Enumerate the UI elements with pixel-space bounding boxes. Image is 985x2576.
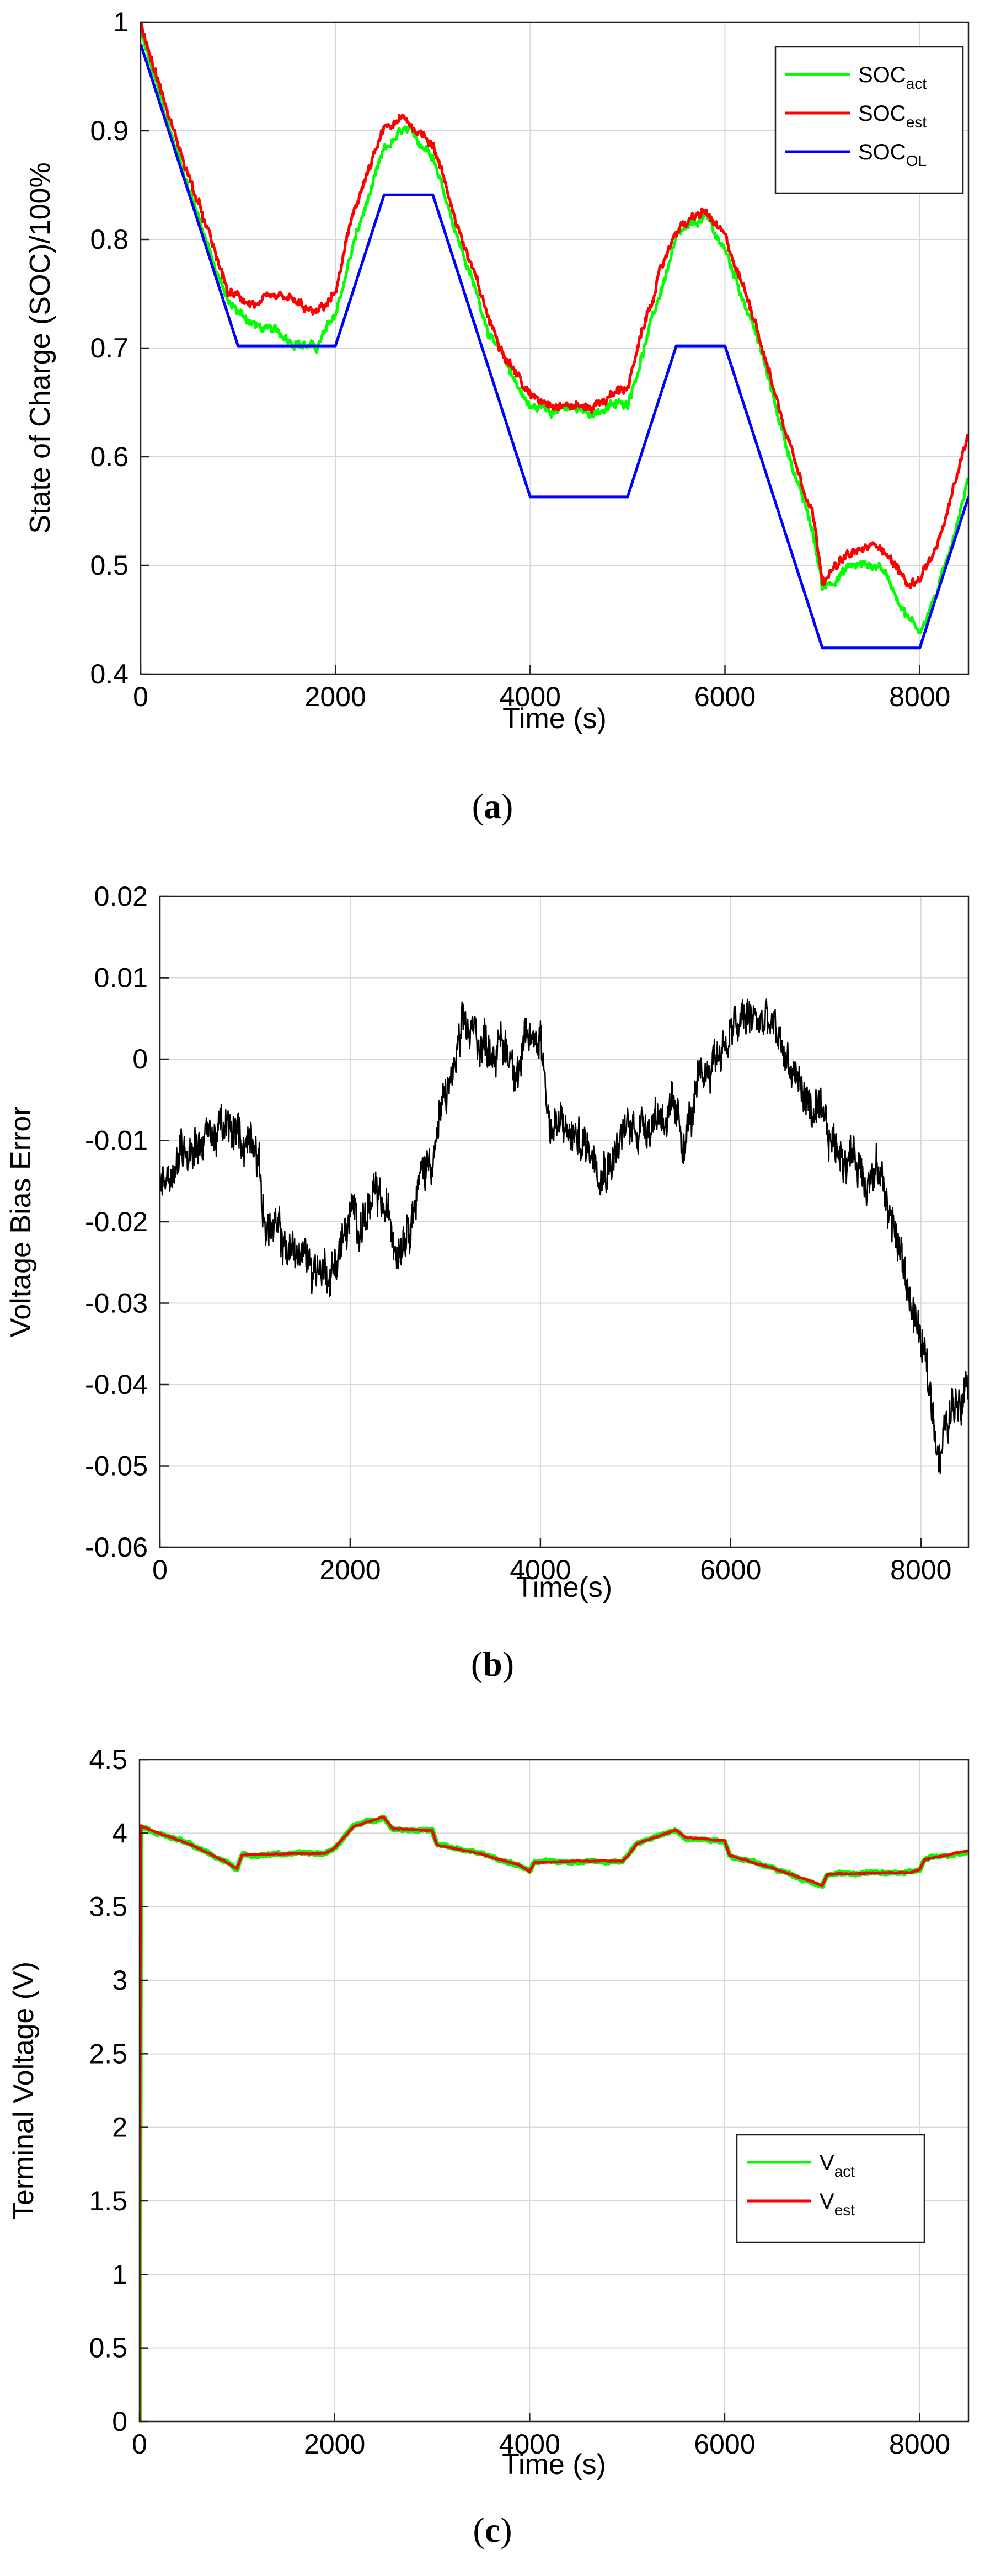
x-tick-label: 8000: [889, 2429, 950, 2460]
caption-b: (b): [470, 1644, 515, 1684]
y-tick-label: 0: [132, 1044, 148, 1075]
plot-area: [140, 1760, 968, 2422]
x-tick-label: 0: [132, 2429, 147, 2460]
legend-box: [736, 2134, 925, 2243]
x-tick-label: 4000: [510, 1554, 571, 1585]
x-tick-label: 6000: [700, 1554, 761, 1585]
y-tick-label: -0.02: [85, 1206, 148, 1237]
x-tick-label: 2000: [305, 681, 366, 712]
chart-c: 0 2000 4000 6000 8000 0 0.5 1 1.5 2 2.5 3 3.5 4 4.5 Tim…: [0, 1732, 985, 2576]
x-tick-label: 6000: [694, 2429, 755, 2460]
y-tick-label: -0.04: [85, 1369, 148, 1400]
x-axis-label: Time (s): [502, 2449, 606, 2481]
chart-a: 0 2000 4000 6000 8000 0.4 0.5 0.6 0.7 0.8 0.9 1 Time…: [0, 0, 985, 838]
y-tick-label: 3.5: [89, 1891, 127, 1922]
axes-frame: [138, 1759, 970, 2423]
series-group: [160, 998, 968, 1474]
x-tick-label: 4000: [500, 681, 561, 712]
caption-a: (a): [472, 787, 513, 826]
y-tick-label: 0.5: [89, 2333, 127, 2364]
y-tick-label: -0.05: [85, 1451, 148, 1482]
y-tick-label: 0.4: [90, 659, 129, 690]
x-tick-label: 4000: [499, 2429, 560, 2460]
chart-b-svg: 0 2000 4000 6000 8000 -0.06 -0.05 -0.04 -0.03 -0.…: [5, 881, 970, 1604]
y-tick-label: 4.5: [89, 1744, 127, 1775]
y-axis-label: Voltage Bias Error: [5, 1106, 37, 1337]
series-line-est: [141, 22, 968, 590]
x-tick-label: 8000: [889, 681, 950, 712]
y-tick-label: -0.06: [85, 1532, 148, 1563]
y-axis-label: State of Charge (SOC)/100%: [24, 162, 56, 533]
y-tick-label: 0.6: [90, 441, 129, 472]
y-tick-label: 2: [112, 2112, 127, 2143]
x-tick-label: 8000: [890, 1554, 951, 1585]
y-tick-label: 1: [113, 7, 129, 38]
x-tick-label: 6000: [694, 681, 756, 712]
caption-c: (c): [473, 2510, 512, 2550]
x-axis-label: Time (s): [502, 703, 607, 735]
series-line-main: [160, 998, 968, 1474]
y-tick-label: -0.01: [85, 1125, 148, 1156]
x-tick-label: 2000: [319, 1554, 381, 1585]
y-tick-label: 0.02: [94, 881, 148, 912]
x-tick-label: 0: [133, 681, 148, 712]
x-axis-label: Time(s): [516, 1572, 612, 1604]
y-tick-label: 0.01: [94, 963, 148, 993]
y-axis-label: Terminal Voltage (V): [8, 1962, 40, 2220]
y-tick-label: 0: [112, 2406, 127, 2437]
y-tick-label: 1: [112, 2259, 127, 2290]
series-line-est: [140, 1815, 968, 2422]
y-tick-label: 0.8: [90, 224, 129, 255]
chart-c-svg: 0 2000 4000 6000 8000 0 0.5 1 1.5 2 2.5 3 3.5 4 4.5 Tim…: [8, 1744, 970, 2481]
series-line-OL: [141, 43, 968, 650]
series-group: [140, 1814, 968, 2422]
y-tick-label: 4: [112, 1818, 127, 1848]
y-tick-label: 3: [112, 1965, 127, 1996]
x-tick-label: 2000: [304, 2429, 365, 2460]
y-tick-label: 0.7: [90, 333, 129, 364]
y-tick-label: 1.5: [89, 2185, 127, 2216]
y-tick-label: 0.5: [90, 550, 129, 581]
y-tick-label: -0.03: [85, 1288, 148, 1319]
y-tick-label: 2.5: [89, 2038, 127, 2069]
chart-b: 0 2000 4000 6000 8000 -0.06 -0.05 -0.04 -0.03 -0.…: [0, 866, 985, 1704]
chart-a-svg: 0 2000 4000 6000 8000 0.4 0.5 0.6 0.7 0.8 0.9 1 Time…: [24, 7, 970, 735]
y-tick-label: 0.9: [90, 115, 129, 146]
series-group: [141, 22, 968, 650]
legend-box: [774, 46, 964, 194]
x-tick-label: 0: [152, 1554, 168, 1585]
